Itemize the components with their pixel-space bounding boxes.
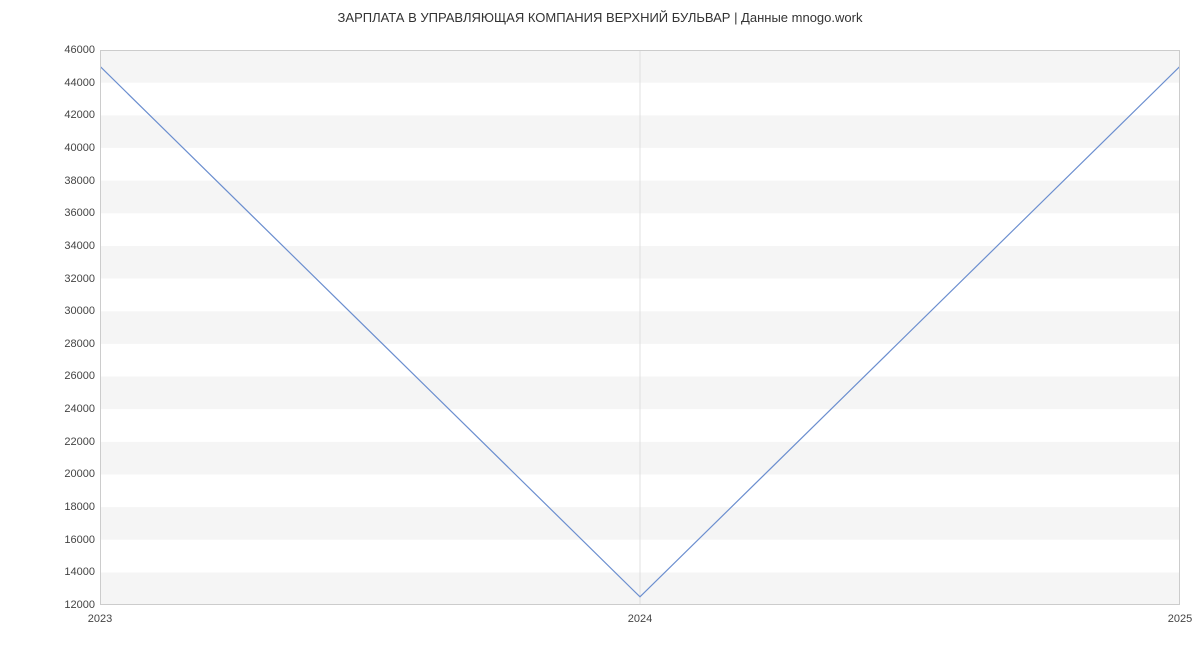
x-tick-label: 2025 xyxy=(1168,613,1192,625)
y-tick-label: 32000 xyxy=(55,273,95,285)
y-tick-label: 14000 xyxy=(55,566,95,578)
chart-title: ЗАРПЛАТА В УПРАВЛЯЮЩАЯ КОМПАНИЯ ВЕРХНИЙ … xyxy=(0,0,1200,35)
y-tick-label: 46000 xyxy=(55,44,95,56)
y-tick-label: 20000 xyxy=(55,468,95,480)
y-tick-label: 16000 xyxy=(55,534,95,546)
y-tick-label: 40000 xyxy=(55,142,95,154)
y-tick-label: 12000 xyxy=(55,599,95,611)
y-tick-label: 44000 xyxy=(55,77,95,89)
y-axis: 1200014000160001800020000220002400026000… xyxy=(55,50,95,605)
y-tick-label: 22000 xyxy=(55,436,95,448)
chart-plot-area xyxy=(100,50,1180,605)
x-tick-label: 2023 xyxy=(88,613,112,625)
y-tick-label: 42000 xyxy=(55,109,95,121)
y-tick-label: 30000 xyxy=(55,305,95,317)
y-tick-label: 36000 xyxy=(55,207,95,219)
y-tick-label: 26000 xyxy=(55,370,95,382)
x-tick-label: 2024 xyxy=(628,613,652,625)
chart-svg xyxy=(100,50,1180,605)
y-tick-label: 24000 xyxy=(55,403,95,415)
y-tick-label: 28000 xyxy=(55,338,95,350)
y-tick-label: 18000 xyxy=(55,501,95,513)
y-tick-label: 34000 xyxy=(55,240,95,252)
x-axis: 202320242025 xyxy=(100,610,1180,630)
y-tick-label: 38000 xyxy=(55,175,95,187)
